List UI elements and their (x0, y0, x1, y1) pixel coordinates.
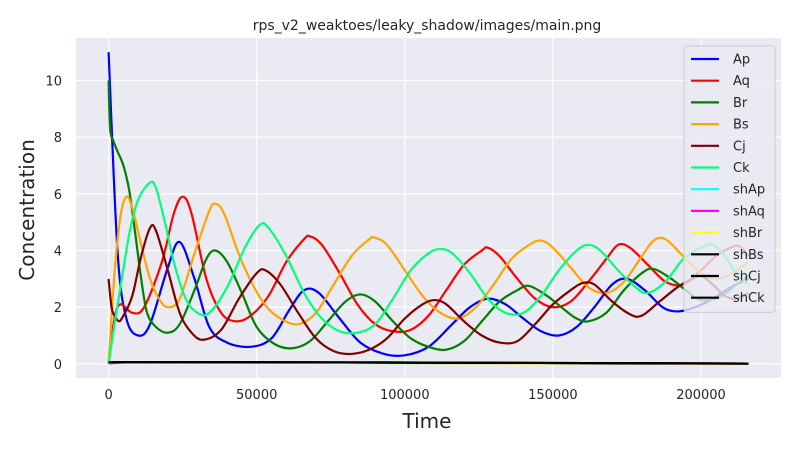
series-line-Bs (107, 195, 750, 364)
legend-label-shCk: shCk (733, 291, 765, 306)
y-tick-label: 8 (54, 131, 62, 146)
series-line-Aq (107, 195, 750, 364)
x-tick-label: 200000 (676, 388, 726, 403)
chart-title: rps_v2_weaktoes/leaky_shadow/images/main… (253, 18, 602, 34)
legend-label-Ap: Ap (733, 53, 750, 68)
legend-label-Br: Br (733, 96, 748, 111)
series-line-Ap (107, 52, 749, 358)
x-tick-label: 100000 (380, 388, 430, 403)
legend-label-Aq: Aq (733, 74, 750, 89)
series-line-Br (107, 80, 750, 351)
legend: Ap Aq Br Bs Cj Ck shAp shAq shBr shBs shCj shCk (683, 45, 776, 313)
series-lines (107, 52, 750, 365)
x-tick-label: 0 (104, 388, 112, 403)
y-axis-label: Concentration (15, 139, 39, 280)
axis-ticks: 0 50000 100000 150000 200000 0 2 4 6 8 10 (45, 75, 725, 404)
series-line-Ck (107, 180, 750, 364)
x-tick-label: 50000 (236, 388, 277, 403)
series-line-Cj (107, 223, 749, 356)
legend-box (683, 45, 776, 313)
legend-label-shBr: shBr (733, 226, 763, 241)
y-tick-label: 10 (45, 75, 62, 90)
legend-label-Bs: Bs (733, 118, 749, 133)
legend-label-Cj: Cj (733, 139, 746, 154)
y-tick-label: 0 (54, 358, 62, 373)
y-tick-label: 2 (54, 301, 62, 316)
legend-label-shCj: shCj (733, 270, 761, 285)
y-tick-label: 6 (54, 188, 62, 203)
y-tick-label: 4 (54, 245, 62, 260)
x-axis-label: Time (402, 409, 452, 433)
legend-label-shAp: shAp (733, 183, 765, 198)
series-line-shCk (108, 361, 749, 365)
legend-label-shBs: shBs (733, 248, 764, 263)
plot-background (76, 38, 781, 378)
x-tick-label: 150000 (528, 388, 578, 403)
legend-label-shAq: shAq (733, 204, 765, 219)
legend-label-Ck: Ck (733, 161, 750, 176)
